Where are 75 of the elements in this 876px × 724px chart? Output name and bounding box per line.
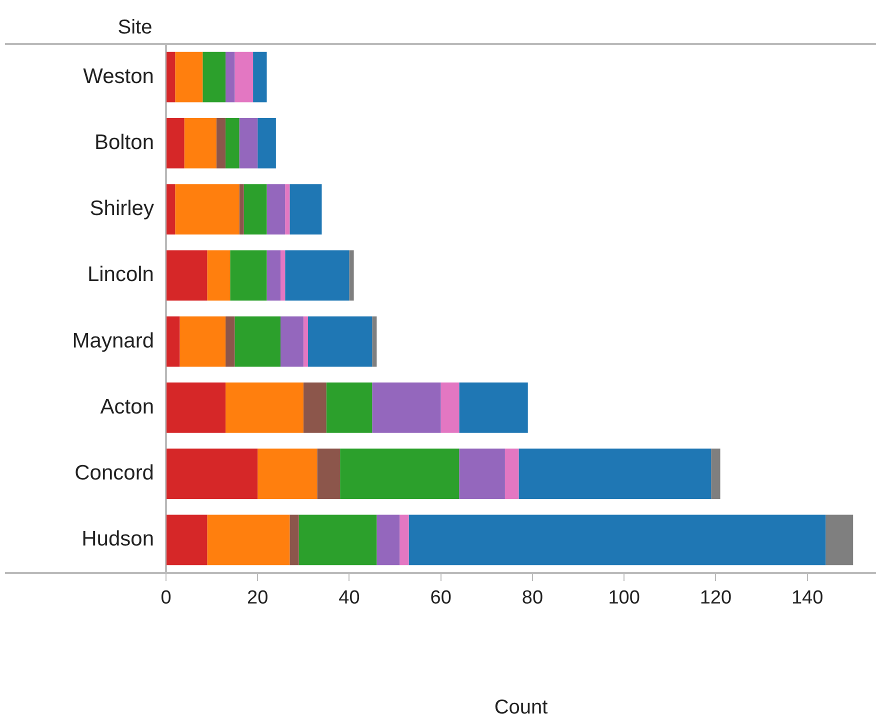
y-tick-label: Hudson xyxy=(82,528,154,551)
bar xyxy=(230,250,267,301)
x-tick-label: 120 xyxy=(700,588,732,609)
bar xyxy=(711,448,720,499)
y-tick-label: Concord xyxy=(74,462,154,485)
bar xyxy=(303,382,326,433)
bar xyxy=(166,250,208,301)
y-tick-label: Bolton xyxy=(94,130,154,154)
bar xyxy=(376,514,400,566)
bar xyxy=(207,250,230,301)
bar xyxy=(166,316,180,367)
bar xyxy=(440,382,460,433)
bar xyxy=(234,316,281,367)
bar xyxy=(239,118,258,168)
y-tick-label: Acton xyxy=(100,395,154,418)
bar xyxy=(258,118,276,168)
bar xyxy=(326,382,372,433)
bar xyxy=(290,184,322,234)
bar xyxy=(266,250,281,301)
bar xyxy=(459,448,505,499)
bar xyxy=(234,52,254,102)
bar xyxy=(308,316,372,367)
bar xyxy=(226,118,240,168)
x-tick-label: 140 xyxy=(791,588,824,609)
bar xyxy=(372,316,377,367)
bar xyxy=(166,52,176,102)
y-tick-label: Weston xyxy=(83,64,154,88)
bar xyxy=(202,52,226,102)
y-tick-label: Shirley xyxy=(90,197,154,220)
bar xyxy=(349,250,354,301)
bar xyxy=(226,52,235,102)
bar xyxy=(184,118,216,168)
bar xyxy=(285,184,290,234)
y-axis-title: Site xyxy=(118,16,152,39)
bar xyxy=(216,118,226,168)
bar xyxy=(239,184,244,234)
bar xyxy=(408,514,826,566)
bar xyxy=(826,514,854,566)
bar xyxy=(207,514,290,566)
bar xyxy=(166,448,258,499)
bar xyxy=(166,184,176,234)
bar xyxy=(166,118,184,168)
bar xyxy=(285,250,350,301)
bar xyxy=(226,316,235,367)
bar xyxy=(180,316,226,367)
bar xyxy=(166,382,226,433)
y-tick-label: Maynard xyxy=(72,329,154,352)
bar xyxy=(518,448,712,499)
bar xyxy=(340,448,460,499)
bar xyxy=(253,52,267,102)
x-tick-label: 20 xyxy=(247,588,268,609)
x-axis-title: Count xyxy=(494,696,548,719)
bar xyxy=(459,382,528,433)
bar xyxy=(280,316,304,367)
bar xyxy=(175,52,203,102)
bar xyxy=(372,382,441,433)
bar xyxy=(504,448,519,499)
bar xyxy=(166,514,208,566)
bar xyxy=(280,250,286,301)
bar xyxy=(317,448,340,499)
x-tick-label: 40 xyxy=(338,588,360,609)
bar xyxy=(266,184,286,234)
bar xyxy=(298,514,377,566)
bar xyxy=(400,514,409,566)
x-tick-label: 0 xyxy=(160,588,172,609)
bar xyxy=(258,448,318,499)
bar xyxy=(226,382,304,433)
bar xyxy=(244,184,267,234)
bar xyxy=(175,184,240,234)
y-tick-label: Lincoln xyxy=(87,263,154,286)
x-tick-label: 80 xyxy=(522,588,544,609)
x-tick-label: 100 xyxy=(608,588,640,609)
bar xyxy=(303,316,308,367)
bar xyxy=(290,514,299,566)
x-tick-label: 60 xyxy=(430,588,452,609)
